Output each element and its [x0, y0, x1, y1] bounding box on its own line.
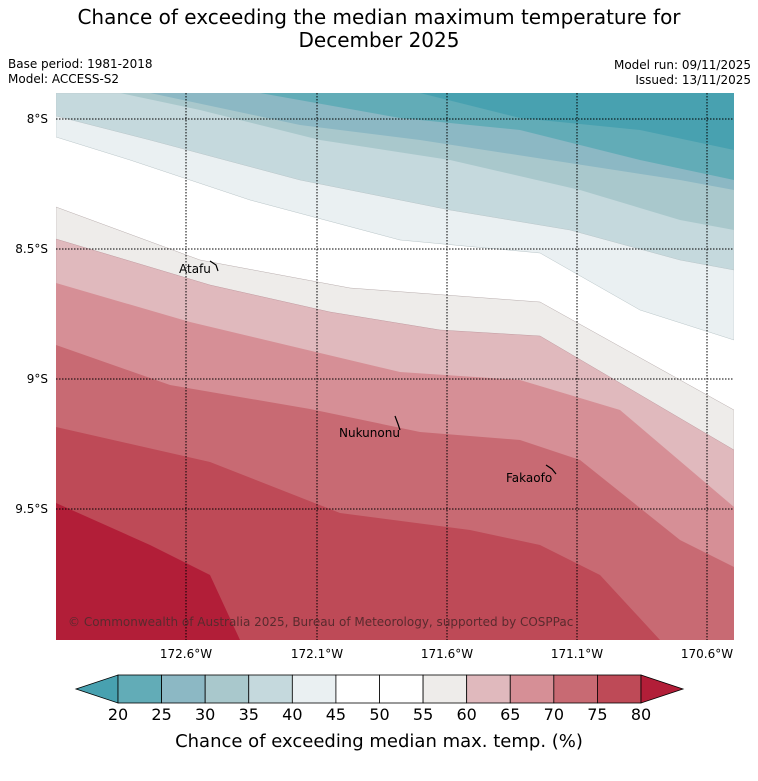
- colorbar-bin-65-70: [509, 674, 555, 704]
- model-run: Model run: 09/11/2025: [613, 58, 751, 72]
- lon-label-172-1w: 172.1°W: [290, 647, 344, 661]
- title-line-2: December 2025: [298, 28, 460, 52]
- lon-label-170-6w: 170.6°W: [680, 647, 734, 661]
- colorbar-bin-55-60: [422, 674, 468, 704]
- colorbar: [74, 674, 685, 704]
- colorbar-bin-35-40: [248, 674, 293, 704]
- colorbar-bin-20-25: [117, 674, 162, 704]
- title-line-1: Chance of exceeding the median maximum t…: [77, 5, 681, 29]
- meta-right: Model run: 09/11/2025 Issued: 13/11/2025: [614, 58, 751, 88]
- colorbar-over-arrow: [640, 674, 685, 704]
- colorbar-bin-45-50: [335, 674, 380, 704]
- colorbar-bin-40-45: [291, 674, 337, 704]
- nukunonu-coastline: [394, 415, 401, 431]
- model-name: Model: ACCESS-S2: [8, 72, 120, 86]
- colorbar-tick-70: 70: [543, 705, 565, 724]
- colorbar-tick-20: 20: [107, 705, 129, 724]
- colorbar-bin-60-65: [466, 674, 511, 704]
- lon-label-171-6w: 171.6°W: [420, 647, 474, 661]
- fakaofo-coastline: [545, 464, 557, 475]
- colorbar-tick-25: 25: [151, 705, 172, 724]
- colorbar-tick-30: 30: [194, 705, 216, 724]
- colorbar-title: Chance of exceeding median max. temp. (%…: [175, 731, 583, 752]
- colorbar-under-arrow: [74, 674, 119, 704]
- place-atafu: Atafu: [179, 262, 211, 276]
- colorbar-tick-65: 65: [500, 705, 521, 724]
- colorbar-bin-50-55: [379, 674, 424, 704]
- lat-label-9s: 9°S: [26, 372, 48, 386]
- colorbar-tick-55: 55: [412, 705, 434, 724]
- atafu-coastline: [209, 260, 219, 272]
- lon-label-171-1w: 171.1°W: [550, 647, 604, 661]
- colorbar-bins: [117, 674, 642, 704]
- colorbar-bin-75-80: [597, 674, 642, 704]
- issued-date: Issued: 13/11/2025: [635, 73, 751, 87]
- copyright-notice: © Commonwealth of Australia 2025, Bureau…: [68, 615, 573, 629]
- graticule: [56, 93, 734, 640]
- colorbar-tick-35: 35: [238, 705, 259, 724]
- colorbar-tick-45: 45: [325, 705, 347, 724]
- colorbar-tick-50: 50: [369, 705, 390, 724]
- contour-field: [56, 93, 734, 640]
- colorbar-bin-70-75: [553, 674, 598, 704]
- colorbar-bin-25-30: [161, 674, 206, 704]
- meta-left: Base period: 1981-2018 Model: ACCESS-S2: [8, 57, 153, 87]
- map-title: Chance of exceeding the median maximum t…: [0, 6, 758, 52]
- colorbar-tick-40: 40: [282, 705, 303, 724]
- colorbar-tick-80: 80: [630, 705, 652, 724]
- lat-label-8s: 8°S: [26, 112, 48, 126]
- lat-label-9-5s: 9.5°S: [15, 502, 48, 516]
- base-period: Base period: 1981-2018: [8, 57, 153, 71]
- lon-label-172-6w: 172.6°W: [159, 647, 213, 661]
- colorbar-tick-75: 75: [587, 705, 608, 724]
- place-nukunonu: Nukunonu: [339, 426, 400, 440]
- colorbar-bin-30-35: [204, 674, 250, 704]
- lat-label-8-5s: 8.5°S: [15, 242, 48, 256]
- band-over-80: [56, 503, 240, 640]
- place-fakaofo: Fakaofo: [506, 471, 552, 485]
- colorbar-tick-60: 60: [456, 705, 477, 724]
